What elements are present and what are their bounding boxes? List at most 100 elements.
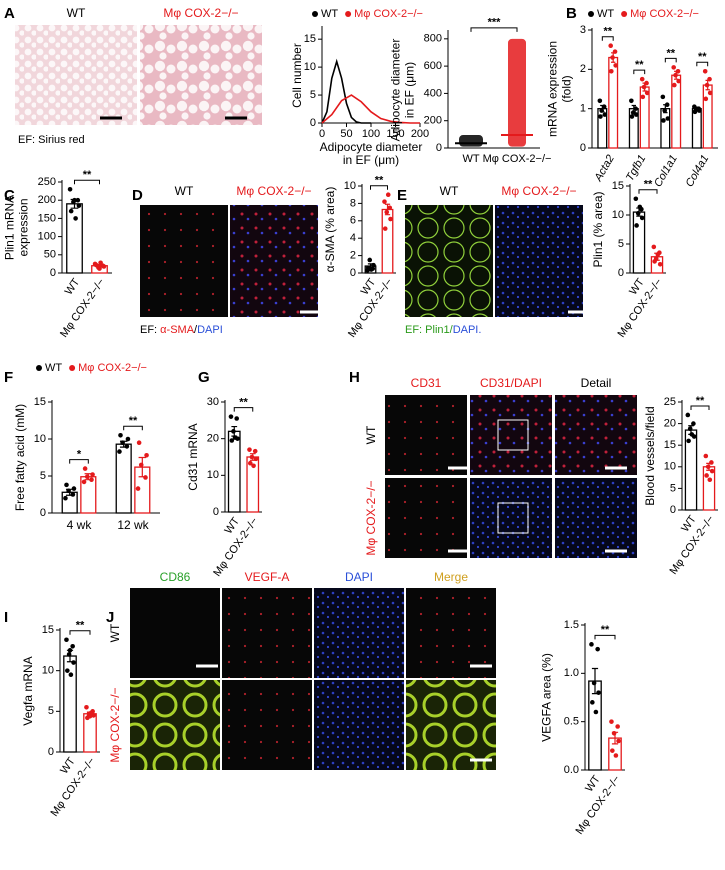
y-tick-label: 30 <box>207 396 219 408</box>
y-axis-label: Plin1 (% area) <box>591 191 605 267</box>
data-point <box>228 414 234 419</box>
data-point <box>704 82 710 88</box>
panel-letter: H <box>349 369 360 386</box>
panel-letter: J <box>106 609 114 626</box>
y-axis-label: Blood vessels/field <box>643 406 657 505</box>
y-tick-label: 15 <box>612 180 624 192</box>
legend-label: WT <box>597 8 614 20</box>
data-point <box>231 429 236 434</box>
y-tick-label: 10 <box>664 461 676 473</box>
data-point <box>705 464 711 470</box>
significance-label: ** <box>698 51 707 63</box>
significance-label: ** <box>601 624 610 636</box>
x-tick-label: 0 <box>319 128 325 140</box>
image-row-label: Mφ COX-2−/− <box>108 687 122 762</box>
y-axis-label: (fold) <box>560 75 574 102</box>
data-point <box>598 114 603 119</box>
y-tick-label: 25 <box>664 396 676 408</box>
caption-part: / <box>194 324 198 336</box>
data-point <box>634 112 639 117</box>
micrograph <box>555 395 637 475</box>
image-column-label: Mφ COX-2−/− <box>236 184 311 198</box>
y-tick-label: 5 <box>310 89 316 101</box>
legend-marker <box>312 11 318 17</box>
data-point <box>660 94 666 100</box>
image-row-label: Mφ COX-2−/− <box>364 480 378 555</box>
bar <box>115 443 132 514</box>
data-point <box>590 700 595 705</box>
data-point <box>367 257 373 263</box>
data-point <box>382 226 388 231</box>
y-tick-label: 800 <box>424 33 442 45</box>
data-point <box>637 204 643 210</box>
significance-label: ** <box>239 397 248 409</box>
data-point <box>66 488 71 494</box>
y-tick-label: 1.0 <box>564 667 579 679</box>
y-tick-label: 250 <box>38 176 56 188</box>
data-point <box>368 267 374 272</box>
image-column-label: CD86 <box>160 570 191 584</box>
caption-part: EF: <box>140 324 160 336</box>
data-point <box>692 109 698 115</box>
significance-label: ** <box>696 395 705 407</box>
y-tick-label: 0 <box>310 117 316 129</box>
micrograph <box>314 680 404 770</box>
significance-label: * <box>77 449 82 461</box>
x-tick-label: 50 <box>340 128 352 140</box>
data-point <box>252 448 258 454</box>
panel-letter: I <box>4 609 8 626</box>
y-tick-label: 10 <box>612 209 624 221</box>
data-point <box>639 76 645 82</box>
data-point <box>671 65 676 70</box>
image-column-label: Mφ COX-2−/− <box>501 184 576 198</box>
data-point <box>644 80 649 86</box>
x-tick-label: 12 wk <box>117 518 149 532</box>
y-tick-label: 4 <box>350 232 356 244</box>
data-point <box>633 106 638 111</box>
data-point <box>664 102 670 108</box>
data-point <box>635 210 641 216</box>
image-column-label: WT <box>67 6 86 20</box>
x-tick-label: 4 wk <box>67 518 93 532</box>
data-point <box>675 69 681 74</box>
data-point <box>93 262 99 268</box>
data-point <box>596 690 601 695</box>
data-point <box>702 69 708 74</box>
significance-bracket <box>123 425 143 431</box>
data-point <box>589 642 594 647</box>
data-point <box>120 440 125 446</box>
data-point <box>84 704 89 710</box>
y-axis-label: in EF (μm) <box>403 62 417 118</box>
data-point <box>82 466 88 471</box>
y-tick-label: 400 <box>424 87 442 99</box>
y-axis-label: Vegfa mRNA <box>21 656 35 725</box>
panel-letter: A <box>4 5 15 22</box>
y-tick-label: 2 <box>580 63 586 75</box>
data-point <box>672 82 677 88</box>
data-point <box>71 486 77 491</box>
panel-letter: D <box>132 187 143 204</box>
data-point <box>136 440 142 446</box>
bar <box>83 713 97 753</box>
data-point <box>382 199 387 204</box>
micrograph <box>140 25 262 125</box>
significance-label: *** <box>488 17 502 29</box>
y-tick-label: 5 <box>40 470 46 482</box>
data-point <box>249 454 255 460</box>
data-point <box>68 672 74 678</box>
y-tick-label: 1 <box>580 103 586 115</box>
data-point <box>599 108 604 113</box>
image-column-label: Detail <box>581 376 612 390</box>
panel-letter: B <box>566 5 577 22</box>
bar <box>660 108 671 149</box>
data-point <box>124 444 130 449</box>
y-tick-label: 8 <box>350 197 356 209</box>
data-point <box>629 98 634 104</box>
data-point <box>118 433 123 438</box>
significance-bracket <box>74 179 100 185</box>
data-point <box>662 108 667 113</box>
panel-letter: E <box>397 187 407 204</box>
micrograph <box>314 588 404 678</box>
data-point <box>232 435 238 440</box>
data-point <box>665 116 671 121</box>
